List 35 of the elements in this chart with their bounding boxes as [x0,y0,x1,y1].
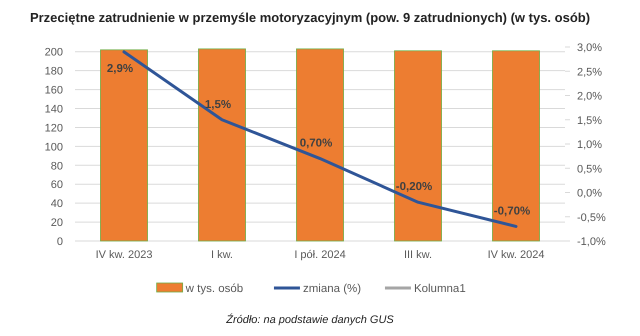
data-label: 2,9% [106,62,134,75]
y-tick-label: 160 [44,84,63,97]
y2-tick-label: 1,0% [577,139,602,151]
y2-tick-label: 0,5% [577,163,602,176]
text: Źródło: na podstawie danych GUS [225,313,394,326]
y-tick-label: 0 [56,236,63,248]
y-tick-label: 60 [50,179,63,192]
data-label: 1,5% [204,98,232,111]
y-tick-label: 20 [50,217,63,230]
y-tick-label: 120 [44,122,63,134]
x-tick-label: IV kw. 2023 [96,249,152,261]
x-tick-label: I pół. 2024 [294,249,346,261]
data-label: -0,70% [494,205,530,218]
legend-label: Kolumna1 [414,283,466,295]
y2-tick-label: 2,0% [577,90,602,102]
y2-tick-label: -1,0% [577,236,606,248]
y-tick-label: 140 [44,104,63,116]
y-tick-label: 180 [44,66,63,78]
x-tick-label: III kw. [404,249,432,261]
y-tick-label: 40 [50,198,63,210]
y2-tick-label: 2,5% [577,66,602,78]
y-tick-label: 200 [44,46,63,59]
y-tick-label: 80 [50,160,63,172]
y2-tick-label: 3,0% [577,42,602,54]
y2-tick-label: 0,0% [577,188,602,200]
legend-label: zmiana (%) [302,283,362,295]
data-label: 0,70% [300,138,332,150]
x-tick-label: I kw. [210,249,234,261]
chart-title: Przeciętne zatrudnienie w przemyśle motoryzacyjnym (pow. 9 zatrudnionych) (w tys. osób) [30,10,590,25]
data-label: -0,20% [396,181,432,194]
x-tick-label: IV kw. 2024 [488,249,544,261]
y-tick-label: 100 [44,141,63,154]
y2-tick-label: -0,5% [577,212,606,224]
legend-label: w tys. osób [184,283,244,295]
y2-tick-label: 1,5% [577,114,602,127]
